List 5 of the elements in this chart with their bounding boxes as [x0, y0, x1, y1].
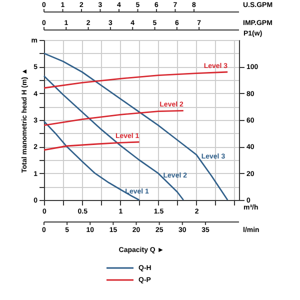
line-series	[43, 110, 184, 126]
line-series	[43, 52, 228, 201]
line-series	[43, 71, 228, 89]
line-series	[43, 75, 184, 201]
line-series	[43, 141, 140, 151]
